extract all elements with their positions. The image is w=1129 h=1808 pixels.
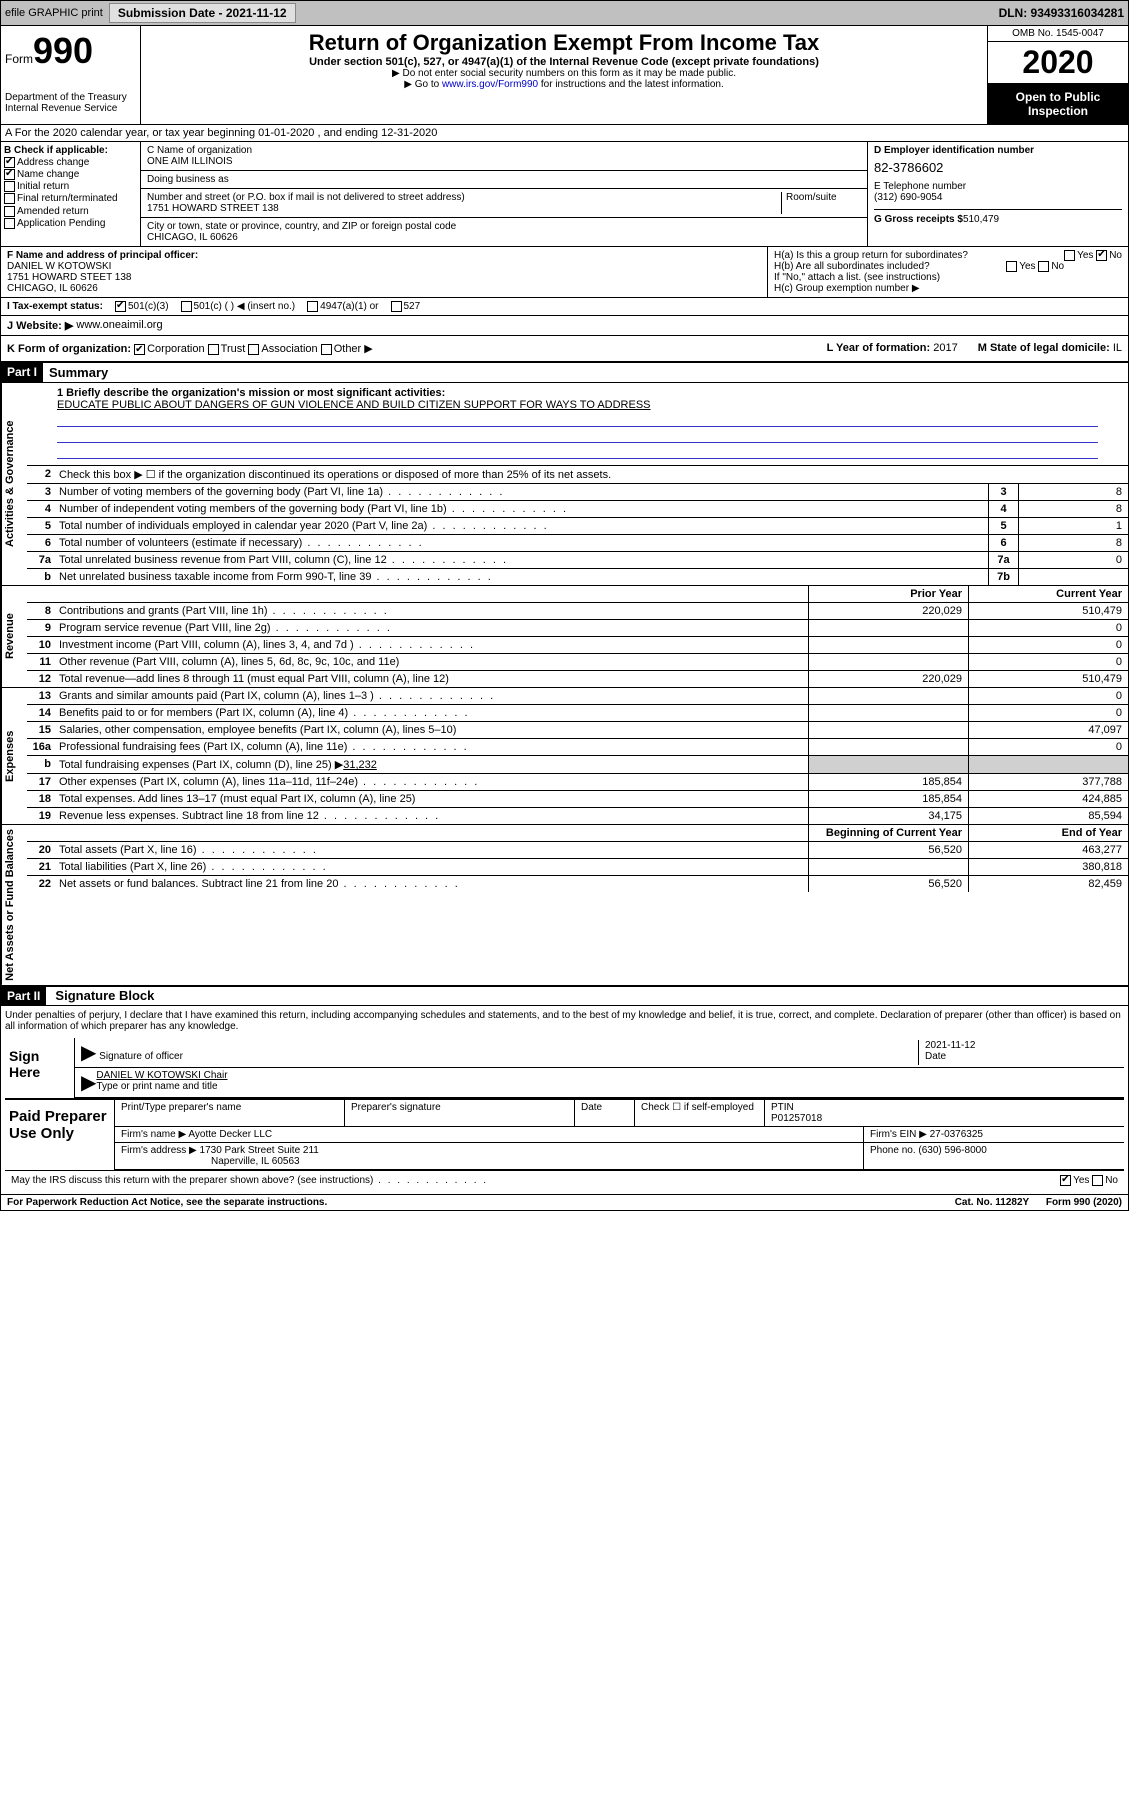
org-name: ONE AIM ILLINOIS: [147, 156, 861, 167]
box-de: D Employer identification number 82-3786…: [868, 142, 1128, 246]
efile-label: efile GRAPHIC print: [5, 7, 103, 19]
form-container: efile GRAPHIC print Submission Date - 20…: [0, 0, 1129, 1211]
4947-checkbox[interactable]: [307, 301, 318, 312]
501c-checkbox[interactable]: [181, 301, 192, 312]
phone-value: (312) 690-9054: [874, 192, 1122, 203]
corp-checkbox[interactable]: [134, 344, 145, 355]
governance-section: Activities & Governance 1 Briefly descri…: [1, 383, 1128, 586]
sub-yes-checkbox[interactable]: [1006, 261, 1017, 272]
initial-return-checkbox[interactable]: [4, 181, 15, 192]
final-return-checkbox[interactable]: [4, 193, 15, 204]
box-klm: K Form of organization: Corporation Trus…: [1, 336, 1128, 363]
sub-no-checkbox[interactable]: [1038, 261, 1049, 272]
fgh-section: F Name and address of principal officer:…: [1, 247, 1128, 298]
mission-block: 1 Briefly describe the organization's mi…: [27, 383, 1128, 466]
box-j: J Website: ▶ www.oneaimil.org: [1, 316, 1128, 336]
ein-value: 82-3786602: [874, 160, 1122, 175]
assoc-checkbox[interactable]: [248, 344, 259, 355]
tax-year-line: A For the 2020 calendar year, or tax yea…: [1, 125, 1128, 142]
other-checkbox[interactable]: [321, 344, 332, 355]
discuss-no-checkbox[interactable]: [1092, 1175, 1103, 1186]
dln-label: DLN: 93493316034281: [999, 6, 1124, 20]
expenses-section: Expenses 13Grants and similar amounts pa…: [1, 688, 1128, 825]
website-value: www.oneaimil.org: [76, 319, 162, 332]
527-checkbox[interactable]: [391, 301, 402, 312]
name-change-checkbox[interactable]: [4, 169, 15, 180]
part2-header: Part II Signature Block: [1, 987, 1128, 1005]
perjury-declaration: Under penalties of perjury, I declare th…: [5, 1010, 1124, 1032]
top-toolbar: efile GRAPHIC print Submission Date - 20…: [1, 1, 1128, 26]
revenue-tab: Revenue: [1, 586, 27, 687]
group-yes-checkbox[interactable]: [1064, 250, 1075, 261]
box-c: C Name of organization ONE AIM ILLINOIS …: [141, 142, 868, 246]
form-id-block: Form990 Department of the Treasury Inter…: [1, 26, 141, 124]
box-h: H(a) Is this a group return for subordin…: [768, 247, 1128, 297]
application-pending-checkbox[interactable]: [4, 218, 15, 229]
paid-preparer-section: Paid Preparer Use Only Print/Type prepar…: [5, 1098, 1124, 1170]
501c3-checkbox[interactable]: [115, 301, 126, 312]
form-year-block: OMB No. 1545-0047 2020 Open to Public In…: [988, 26, 1128, 124]
box-b: B Check if applicable: Address change Na…: [1, 142, 141, 246]
trust-checkbox[interactable]: [208, 344, 219, 355]
netassets-tab: Net Assets or Fund Balances: [1, 825, 27, 985]
governance-tab: Activities & Governance: [1, 383, 27, 585]
signature-section: Under penalties of perjury, I declare th…: [1, 1005, 1128, 1194]
part1-header: Part I Summary: [1, 363, 1128, 383]
org-street: 1751 HOWARD STREET 138: [147, 203, 781, 214]
form-title: Return of Organization Exempt From Incom…: [145, 30, 983, 56]
revenue-section: Revenue Prior YearCurrent Year 8Contribu…: [1, 586, 1128, 688]
discuss-row: May the IRS discuss this return with the…: [5, 1170, 1124, 1190]
submission-date-button[interactable]: Submission Date - 2021-11-12: [109, 3, 296, 23]
form990-link[interactable]: www.irs.gov/Form990: [442, 79, 538, 90]
group-no-checkbox[interactable]: [1096, 250, 1107, 261]
form-header: Form990 Department of the Treasury Inter…: [1, 26, 1128, 125]
discuss-yes-checkbox[interactable]: [1060, 1175, 1071, 1186]
address-change-checkbox[interactable]: [4, 157, 15, 168]
mission-text: EDUCATE PUBLIC ABOUT DANGERS OF GUN VIOL…: [57, 399, 1098, 411]
box-i: I Tax-exempt status: 501(c)(3) 501(c) ( …: [1, 298, 1128, 316]
bcde-section: B Check if applicable: Address change Na…: [1, 142, 1128, 247]
org-city: CHICAGO, IL 60626: [147, 232, 861, 243]
page-footer: For Paperwork Reduction Act Notice, see …: [1, 1194, 1128, 1210]
netassets-section: Net Assets or Fund Balances Beginning of…: [1, 825, 1128, 987]
box-f: F Name and address of principal officer:…: [1, 247, 768, 297]
form-title-block: Return of Organization Exempt From Incom…: [141, 26, 988, 124]
gross-receipts: 510,479: [963, 214, 999, 225]
expenses-tab: Expenses: [1, 688, 27, 824]
sign-here-label: Sign Here: [5, 1038, 75, 1098]
amended-return-checkbox[interactable]: [4, 206, 15, 217]
